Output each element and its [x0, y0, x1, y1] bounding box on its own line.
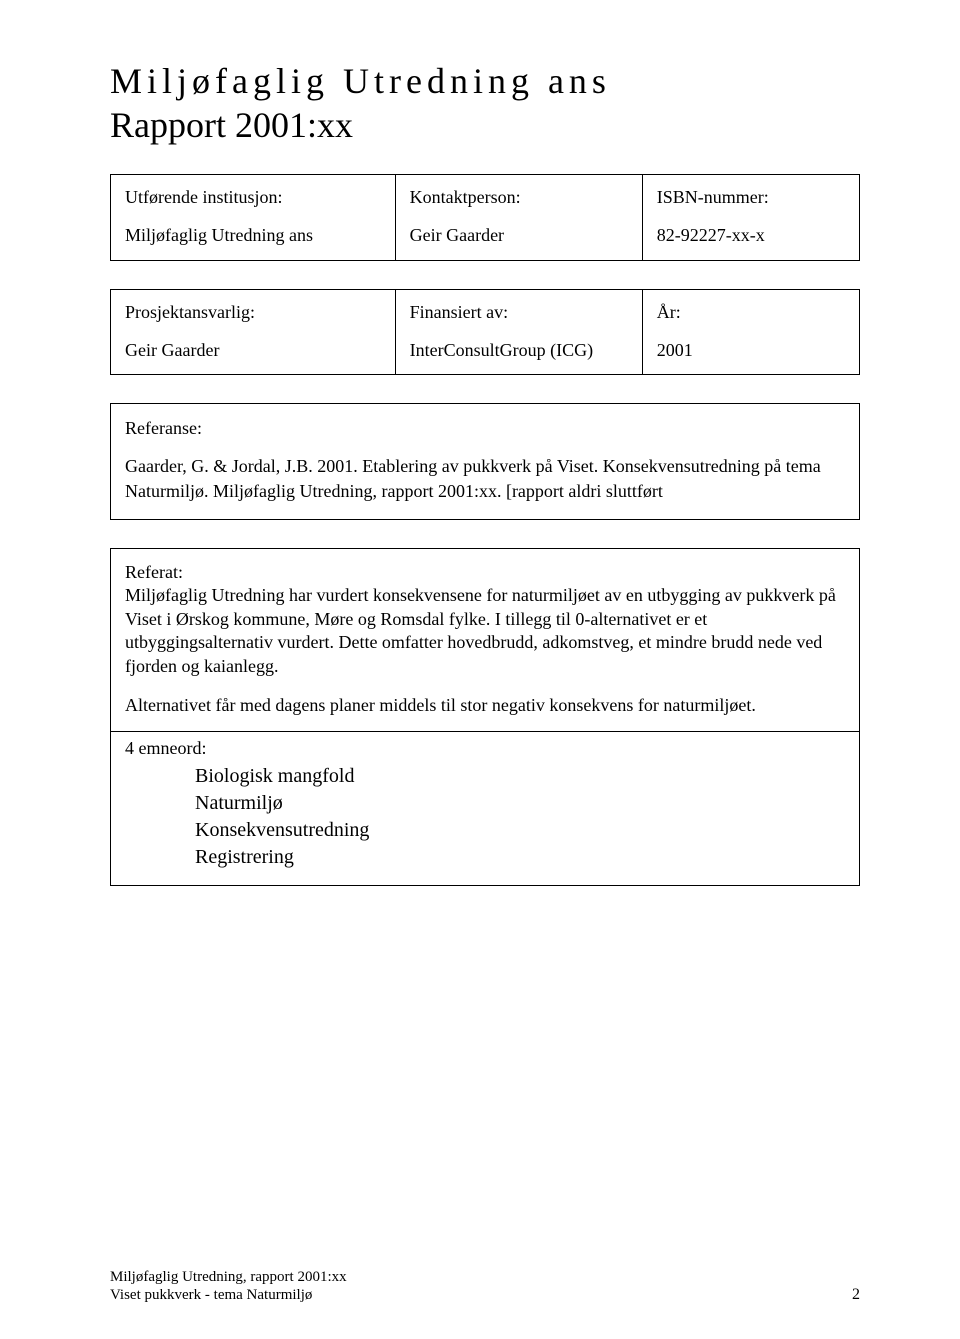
info-box-1: Utførende institusjon: Miljøfaglig Utred… [110, 174, 860, 261]
info1-col1-label: Utførende institusjon: [125, 185, 381, 209]
reference-text: Gaarder, G. & Jordal, J.B. 2001. Etabler… [125, 454, 845, 503]
info2-col2-label: Finansiert av: [410, 300, 628, 324]
page: Miljøfaglig Utredning ans Rapport 2001:x… [0, 0, 960, 1339]
info1-col1: Utførende institusjon: Miljøfaglig Utred… [111, 175, 396, 261]
info2-col2: Finansiert av: InterConsultGroup (ICG) [395, 289, 642, 375]
info2-col1: Prosjektansvarlig: Geir Gaarder [111, 289, 396, 375]
abstract-box: Referat: Miljøfaglig Utredning har vurde… [110, 548, 860, 732]
keyword-item: Registrering [195, 844, 845, 871]
keywords-box: 4 emneord: Biologisk mangfold Naturmiljø… [110, 732, 860, 885]
info1-col3-label: ISBN-nummer: [657, 185, 845, 209]
info1-col3-value: 82-92227-xx-x [657, 223, 845, 247]
reference-box: Referanse: Gaarder, G. & Jordal, J.B. 20… [110, 403, 860, 520]
info2-col2-value: InterConsultGroup (ICG) [410, 338, 628, 362]
info-box-2: Prosjektansvarlig: Geir Gaarder Finansie… [110, 289, 860, 376]
info1-col2-value: Geir Gaarder [410, 223, 628, 247]
info2-col1-label: Prosjektansvarlig: [125, 300, 381, 324]
keywords-cell: 4 emneord: Biologisk mangfold Naturmiljø… [111, 732, 860, 885]
info2-col3-value: 2001 [657, 338, 845, 362]
keyword-item: Naturmiljø [195, 790, 845, 817]
report-title-block: Miljøfaglig Utredning ans Rapport 2001:x… [110, 60, 860, 146]
keywords-label: 4 emneord: [125, 736, 845, 760]
abstract-cell: Referat: Miljøfaglig Utredning har vurde… [111, 549, 860, 732]
footer-line-1: Miljøfaglig Utredning, rapport 2001:xx [110, 1268, 347, 1287]
footer-line-2: Viset pukkverk - tema Naturmiljø [110, 1286, 347, 1305]
reference-label: Referanse: [125, 416, 845, 440]
footer-left: Miljøfaglig Utredning, rapport 2001:xx V… [110, 1268, 347, 1306]
info2-col3: År: 2001 [642, 289, 859, 375]
abstract-body: Miljøfaglig Utredning har vurdert konsek… [125, 584, 845, 678]
keyword-item: Konsekvensutredning [195, 817, 845, 844]
title-line-1: Miljøfaglig Utredning ans [110, 60, 860, 102]
footer-page-number: 2 [852, 1285, 860, 1305]
title-line-2: Rapport 2001:xx [110, 104, 860, 146]
info2-col1-value: Geir Gaarder [125, 338, 381, 362]
info1-col2-label: Kontaktperson: [410, 185, 628, 209]
info1-col2: Kontaktperson: Geir Gaarder [395, 175, 642, 261]
keyword-item: Biologisk mangfold [195, 763, 845, 790]
page-footer: Miljøfaglig Utredning, rapport 2001:xx V… [110, 1268, 860, 1306]
reference-cell: Referanse: Gaarder, G. & Jordal, J.B. 20… [111, 404, 860, 520]
abstract-label: Referat: [125, 561, 845, 584]
info1-col1-value: Miljøfaglig Utredning ans [125, 223, 381, 247]
keywords-list: Biologisk mangfold Naturmiljø Konsekvens… [125, 763, 845, 871]
abstract-alt: Alternativet får med dagens planer midde… [125, 694, 845, 717]
info2-col3-label: År: [657, 300, 845, 324]
info1-col3: ISBN-nummer: 82-92227-xx-x [642, 175, 859, 261]
